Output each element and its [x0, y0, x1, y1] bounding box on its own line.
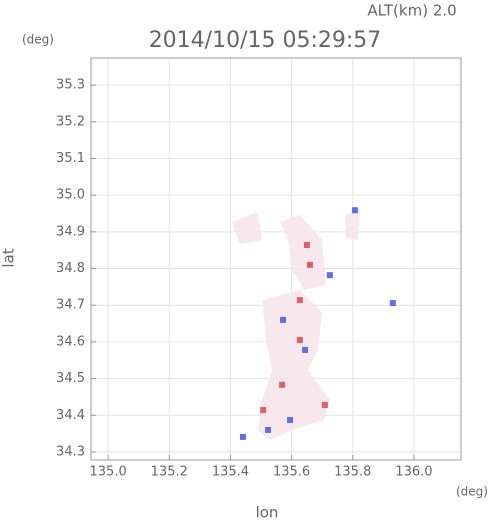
data-point — [279, 381, 286, 388]
y-tick-label: 34.7 — [56, 298, 85, 313]
y-axis-label: lat — [0, 248, 18, 267]
x-axis-label: lon — [256, 504, 279, 521]
y-tick-label: 34.8 — [56, 261, 85, 276]
y-tick-label: 34.5 — [56, 371, 85, 386]
y-tick-label: 35.2 — [56, 114, 85, 129]
y-tick-label: 34.4 — [56, 408, 85, 423]
y-tick-label: 35.3 — [56, 78, 85, 93]
y-tick-label: 34.3 — [56, 444, 85, 459]
data-point — [326, 272, 333, 279]
coverage — [232, 210, 360, 440]
data-point — [303, 242, 310, 249]
data-point — [260, 407, 267, 414]
data-point — [321, 401, 328, 408]
data-point — [280, 316, 287, 323]
data-point — [302, 346, 309, 353]
y-unit: (deg) — [22, 33, 54, 47]
x-tick-label: 135.2 — [151, 465, 188, 480]
y-tick-label: 35.1 — [56, 151, 85, 166]
x-unit: (deg) — [456, 485, 488, 499]
x-tick-label: 135.6 — [273, 465, 310, 480]
x-tick-label: 135.8 — [334, 465, 371, 480]
data-point — [306, 261, 313, 268]
altitude-label: ALT(km) 2.0 — [367, 2, 456, 20]
y-tick-label: 34.9 — [56, 224, 85, 239]
y-tick-label: 34.6 — [56, 334, 85, 349]
data-point — [296, 297, 303, 304]
data-point — [351, 207, 358, 214]
data-point — [287, 417, 294, 424]
x-tick-label: 135.0 — [90, 465, 127, 480]
data-point — [239, 433, 246, 440]
chart-title: 2014/10/15 05:29:57 — [149, 28, 382, 53]
y-tick-label: 35.0 — [56, 188, 85, 203]
plot-frame — [90, 57, 462, 461]
data-point — [296, 337, 303, 344]
data-point — [265, 426, 272, 433]
x-tick-label: 136.0 — [395, 465, 432, 480]
data-point — [389, 300, 396, 307]
x-tick-label: 135.4 — [212, 465, 249, 480]
